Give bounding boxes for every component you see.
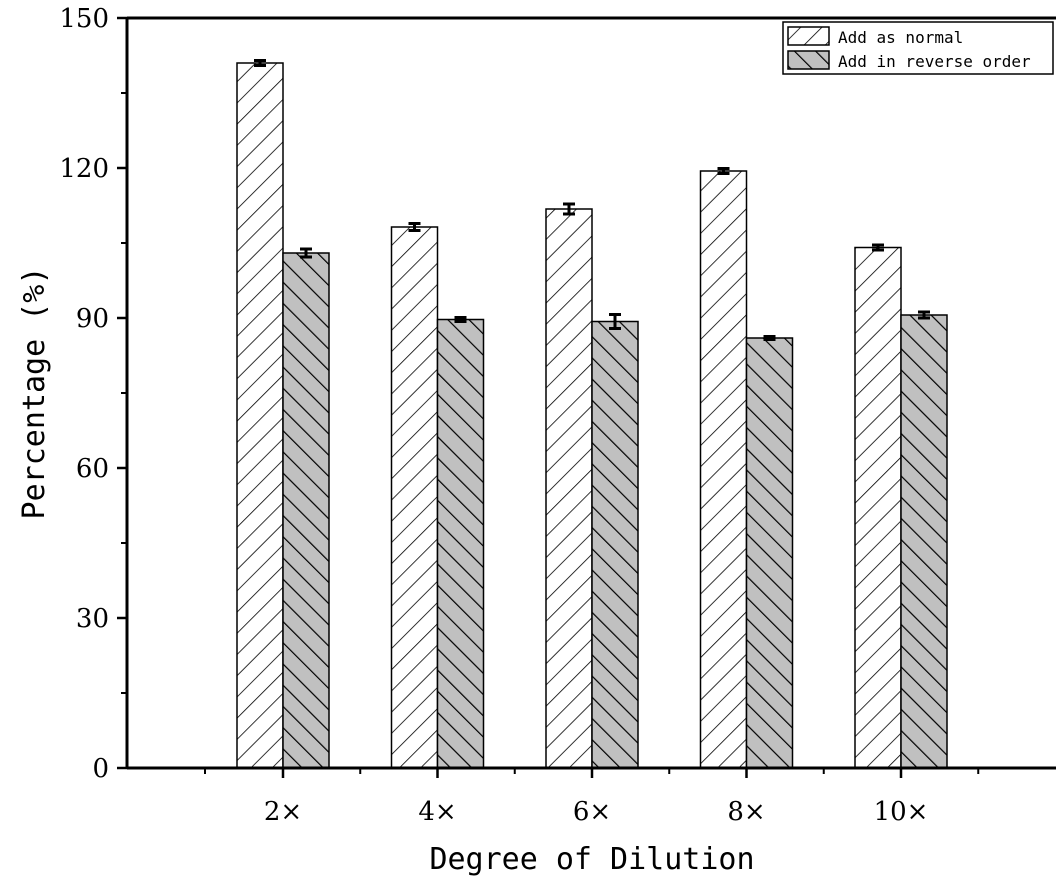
y-ticks: 0 30 60 90 120 150 — [59, 4, 127, 784]
y-axis-title: Percentage (%) — [17, 267, 52, 520]
x-tick-label: 4× — [418, 797, 456, 827]
bar-add-in-reverse-order — [745, 337, 794, 769]
legend-swatch-add-as-normal — [787, 26, 830, 46]
bars-layer — [236, 62, 948, 769]
x-tick-label: 8× — [727, 797, 765, 827]
error-bar — [300, 247, 312, 259]
legend: Add as normal Add in reverse order — [782, 21, 1054, 75]
error-bar — [763, 335, 776, 341]
error-bar — [918, 310, 930, 320]
error-bar — [408, 222, 421, 232]
legend-label-add-as-normal: Add as normal — [838, 28, 963, 47]
y-tick-label: 60 — [76, 454, 109, 484]
bar-add-in-reverse-order — [591, 320, 639, 769]
y-tick-label: 150 — [59, 4, 109, 34]
bar-add-as-normal — [545, 208, 593, 769]
x-tick-label: 6× — [573, 797, 611, 827]
error-bar — [872, 243, 884, 252]
bar-add-in-reverse-order — [436, 318, 485, 769]
error-bar — [609, 313, 621, 330]
x-ticks: 2× 4× 6× 8× 10× — [204, 768, 980, 827]
error-bars-layer — [254, 59, 930, 341]
y-tick-label: 0 — [92, 754, 109, 784]
bar-add-as-normal — [699, 170, 748, 769]
legend-swatch-add-in-reverse-order — [787, 50, 830, 70]
error-bar — [563, 202, 575, 216]
error-bar — [254, 59, 266, 67]
bar-add-as-normal — [236, 62, 284, 769]
legend-label-add-in-reverse-order: Add in reverse order — [838, 52, 1031, 71]
x-tick-label: 10× — [874, 797, 929, 827]
y-tick-label: 90 — [76, 304, 109, 334]
x-axis-title: Degree of Dilution — [429, 842, 754, 877]
bar-add-in-reverse-order — [900, 314, 948, 769]
y-tick-label: 30 — [76, 604, 109, 634]
y-tick-label: 120 — [59, 154, 109, 184]
bar-add-in-reverse-order — [282, 252, 330, 769]
error-bar — [717, 167, 730, 175]
bar-add-as-normal — [854, 246, 902, 769]
error-bar — [454, 316, 467, 323]
bar-add-as-normal — [390, 226, 439, 769]
x-tick-label: 2× — [264, 797, 302, 827]
